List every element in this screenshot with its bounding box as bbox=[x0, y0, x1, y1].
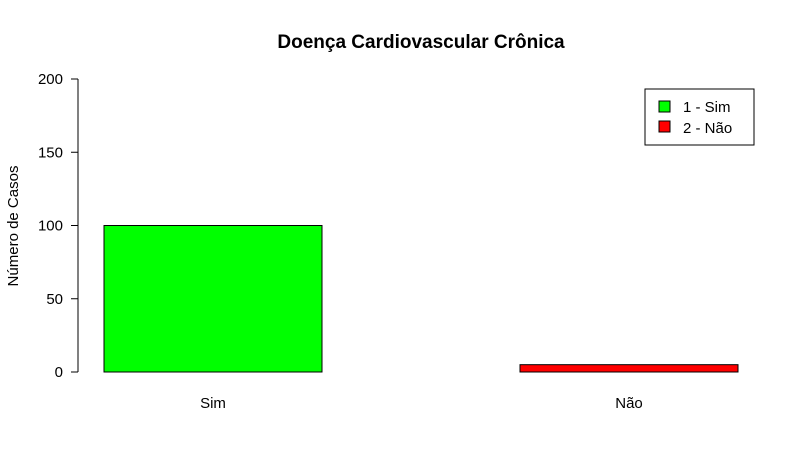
legend-swatch-sim bbox=[658, 100, 671, 113]
y-axis: 0 50 100 150 200 bbox=[38, 71, 79, 381]
bars bbox=[103, 225, 739, 373]
x-tick-label-0: Sim bbox=[200, 395, 226, 412]
legend-swatch-nao bbox=[658, 120, 671, 133]
y-tick-label-100: 100 bbox=[38, 218, 63, 235]
legend-box bbox=[644, 88, 755, 146]
x-tick-label-1: Não bbox=[615, 395, 643, 412]
chart-title: Doença Cardiovascular Crônica bbox=[277, 32, 565, 53]
legend: 1 - Sim 2 - Não bbox=[644, 88, 755, 146]
legend-label-sim: 1 - Sim bbox=[683, 99, 731, 116]
y-tick-label-200: 200 bbox=[38, 71, 63, 88]
legend-label-nao: 2 - Não bbox=[683, 120, 732, 137]
x-axis-labels: Sim Não bbox=[200, 395, 643, 412]
y-axis-label: Número de Casos bbox=[5, 166, 22, 287]
bar-sim bbox=[103, 225, 323, 373]
y-tick-label-0: 0 bbox=[55, 364, 63, 381]
bar-não bbox=[519, 364, 739, 373]
y-tick-label-50: 50 bbox=[46, 291, 63, 308]
y-tick-label-150: 150 bbox=[38, 144, 63, 161]
